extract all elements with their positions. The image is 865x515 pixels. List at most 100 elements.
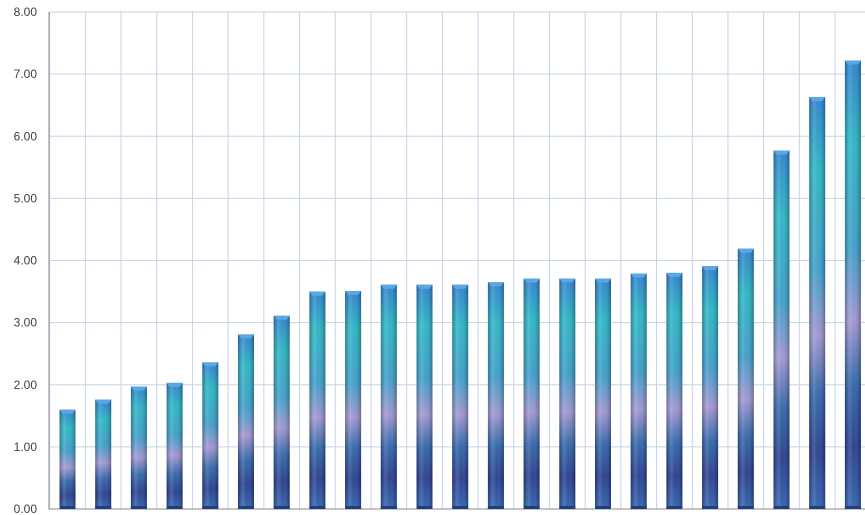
bar-base [523,506,540,509]
bar-shine [630,273,647,509]
bar [202,362,219,509]
bar-shine [380,284,397,509]
bar-base [630,506,647,509]
bars [59,60,861,510]
bar-cap [452,284,469,289]
bar-base [452,506,469,509]
bar-shine [166,382,183,509]
bar-base [59,506,76,509]
bar [595,278,611,509]
bar-cap [59,409,76,414]
bar [844,60,861,510]
bar-cap [416,284,433,289]
bar-shine [202,362,219,509]
bar [380,284,397,509]
bar [809,97,826,509]
bar-cap [345,290,362,295]
bar [559,278,576,509]
bar-shine [345,290,362,509]
bar [345,290,362,509]
bar-base [702,506,719,509]
bar-shine [130,386,147,509]
bar-cap [487,282,504,287]
bar-base [166,506,183,509]
bar [737,248,754,510]
bar-shine [416,284,433,509]
bar-cap [202,362,219,367]
bar-cap [238,334,254,339]
bar [130,386,147,509]
bar-cap [630,273,647,278]
bar-shine [737,248,754,510]
bar [166,382,183,509]
y-tick-label: 6.00 [14,129,38,143]
y-tick-label: 1.00 [14,440,38,454]
bar-cap [559,278,576,283]
bar-cap [666,272,683,277]
bar [273,315,290,509]
bar [630,273,647,509]
bar-shine [666,272,683,509]
bar-base [487,506,504,509]
bar [238,334,254,509]
bar-base [773,506,790,509]
y-tick-label: 3.00 [14,316,38,330]
bar-cap [702,266,719,271]
bar-base [666,506,683,509]
bar [702,266,719,509]
bar-shine [95,399,112,509]
y-tick-label: 2.00 [14,378,38,392]
bar-base [416,506,433,509]
bar-base [309,506,326,509]
bar-base [844,506,861,509]
bar-cap [773,150,790,155]
bar-cap [380,284,397,289]
bar-shine [595,278,611,509]
bar-base [380,506,397,509]
y-tick-label: 7.00 [14,67,38,81]
bar-base [809,506,826,509]
bar-cap [523,278,540,283]
bar-shine [273,315,290,509]
bar [487,282,504,509]
bar-shine [702,266,719,509]
bar [95,399,112,509]
bar-shine [59,409,76,509]
bar-cap [130,386,147,391]
bar-shine [487,282,504,509]
bar [452,284,469,509]
bar [773,150,790,509]
bar-base [238,506,254,509]
bar-cap [166,382,183,387]
bar-shine [523,278,540,509]
bar-shine [559,278,576,509]
bar-cap [273,315,290,320]
bar-cap [844,60,861,65]
y-tick-label: 0.00 [14,502,38,515]
bar-cap [809,97,826,102]
bar-base [273,506,290,509]
y-tick-label: 5.00 [14,191,38,205]
bar-cap [95,399,112,404]
bar-base [130,506,147,509]
bar-shine [809,97,826,509]
bar-shine [238,334,254,509]
bar-shine [844,60,861,510]
bar-cap [595,278,611,283]
bar-cap [309,291,326,296]
y-tick-label: 4.00 [14,254,38,268]
y-axis: 0.00 1.00 2.00 3.00 4.00 5.00 6.00 7.00 8.00 [14,5,50,515]
bar [309,291,326,509]
bar-base [737,506,754,509]
bar-shine [773,150,790,509]
bar-base [595,506,611,509]
y-tick-label: 8.00 [14,5,38,19]
bar-cap [737,248,754,253]
bar-shine [309,291,326,509]
bar [59,409,76,509]
bar [666,272,683,509]
bar-shine [452,284,469,509]
bar-base [345,506,362,509]
bar-base [559,506,576,509]
